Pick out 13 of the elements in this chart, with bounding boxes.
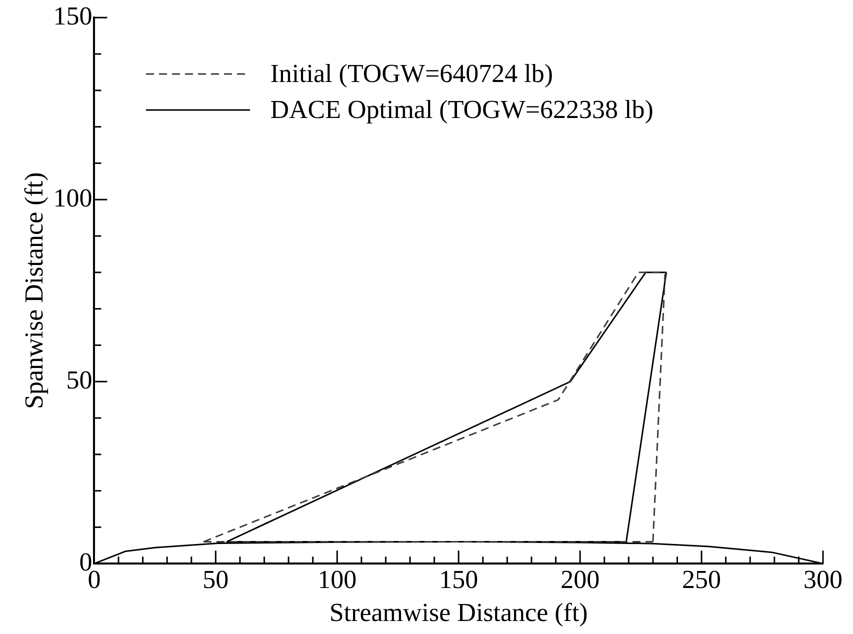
x-tick-label: 200	[560, 565, 600, 594]
x-tick-label: 50	[202, 565, 229, 594]
x-tick-label: 150	[439, 565, 478, 594]
legend-label: Initial (TOGW=640724 lb)	[270, 58, 553, 89]
y-tick-label: 150	[53, 1, 92, 30]
x-tick-label: 250	[682, 565, 722, 594]
y-axis-title: Spanwise Distance (ft)	[19, 172, 48, 410]
x-tick-label: 300	[804, 565, 842, 594]
legend-label: DACE Optimal (TOGW=622338 lb)	[270, 94, 654, 125]
y-tick-label: 100	[53, 183, 92, 212]
y-tick-label: 50	[66, 365, 92, 394]
x-tick-label: 100	[318, 565, 357, 594]
x-axis-title: Streamwise Distance (ft)	[329, 598, 588, 628]
